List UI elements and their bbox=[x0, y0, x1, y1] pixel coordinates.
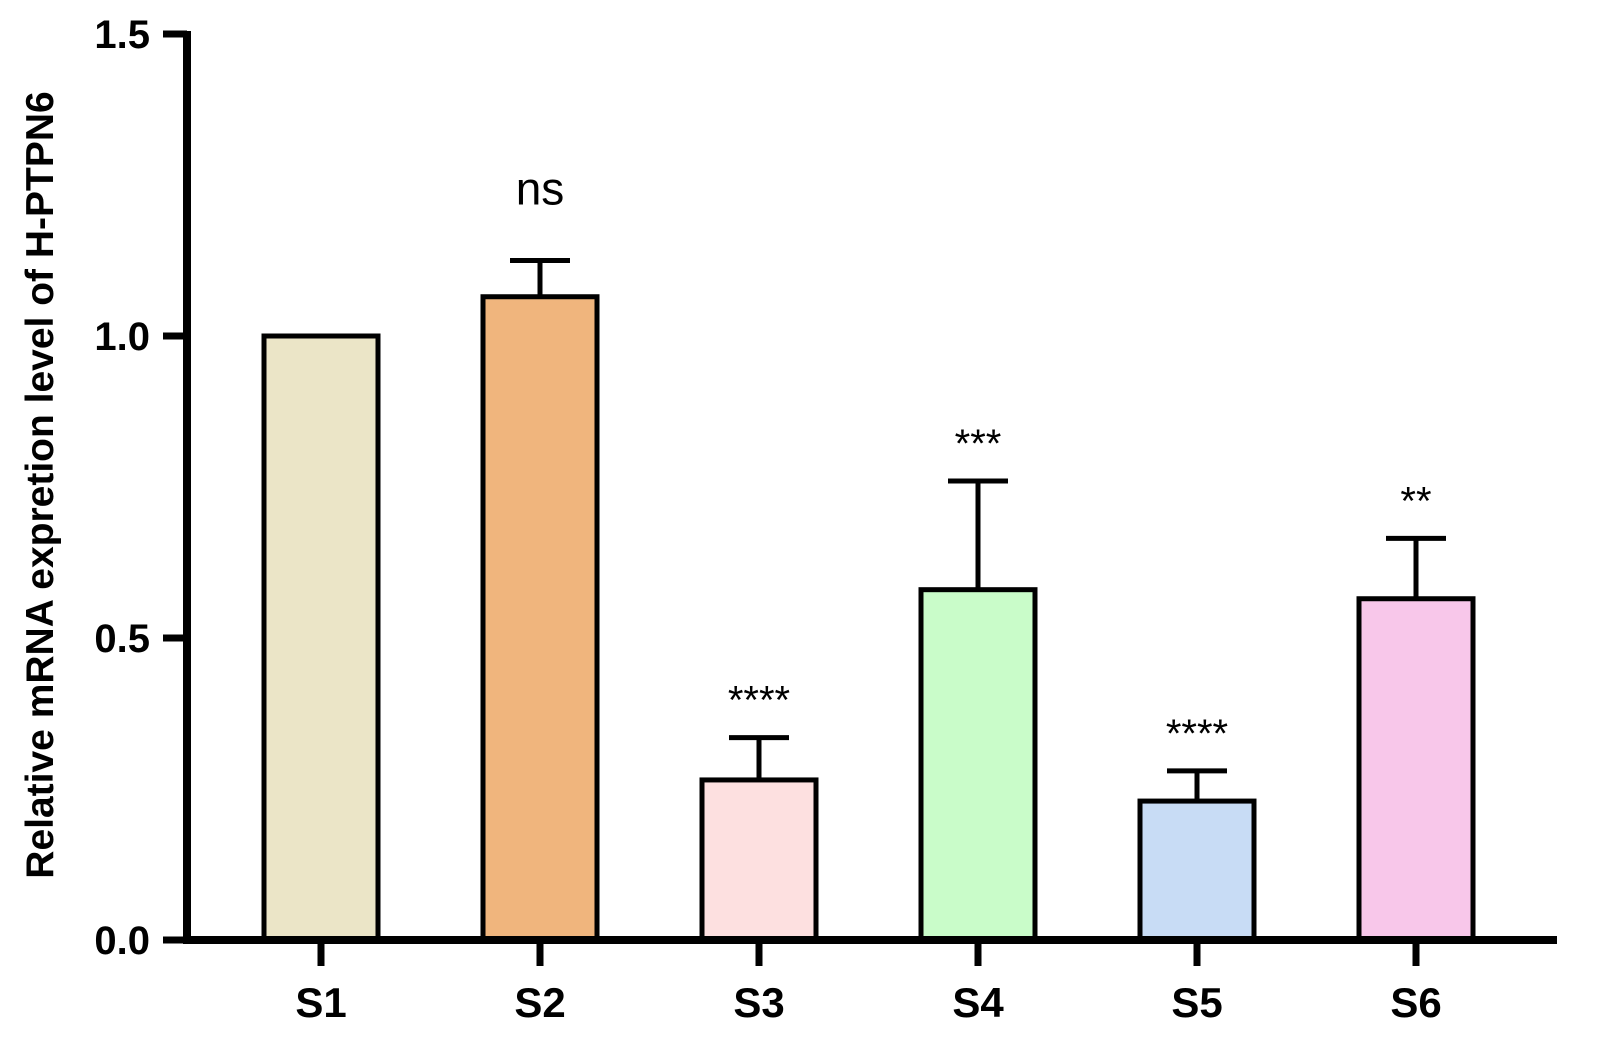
significance-label-s5: **** bbox=[1166, 712, 1228, 756]
significance-label-s2: ns bbox=[516, 163, 565, 215]
x-tick-label: S4 bbox=[952, 979, 1004, 1026]
significance-annotations: ns************* bbox=[516, 163, 1432, 756]
y-ticks: 0.0 0.5 1.0 1.5 bbox=[94, 13, 187, 963]
bar-s3 bbox=[699, 777, 819, 943]
x-tick-label: S6 bbox=[1390, 979, 1441, 1026]
bar-s6 bbox=[1356, 596, 1476, 943]
x-tick-label: S3 bbox=[733, 979, 784, 1026]
y-tick-label: 1.5 bbox=[94, 13, 150, 57]
y-tick-label: 1.0 bbox=[94, 315, 150, 359]
x-ticks: S1 S2 S3 S4 S5 S6 bbox=[295, 940, 1442, 1026]
x-tick-label: S5 bbox=[1171, 979, 1222, 1026]
error-bars-layer bbox=[510, 258, 1446, 802]
significance-label-s4: *** bbox=[955, 422, 1002, 466]
significance-label-s6: ** bbox=[1400, 479, 1431, 523]
x-tick-label: S1 bbox=[295, 979, 346, 1026]
axes bbox=[183, 31, 1557, 944]
y-tick-label: 0.5 bbox=[94, 617, 150, 661]
x-tick-label: S2 bbox=[514, 979, 565, 1026]
significance-label-s3: **** bbox=[728, 679, 790, 723]
bar-s2 bbox=[480, 294, 600, 943]
bar-s5 bbox=[1137, 798, 1257, 943]
y-axis-label: Relative mRNA expretion level of H-PTPN6 bbox=[19, 91, 62, 878]
y-tick-label: 0.0 bbox=[94, 919, 150, 963]
bar-s1 bbox=[261, 333, 381, 943]
bar-s4 bbox=[918, 587, 1038, 943]
bars-layer bbox=[261, 294, 1476, 943]
